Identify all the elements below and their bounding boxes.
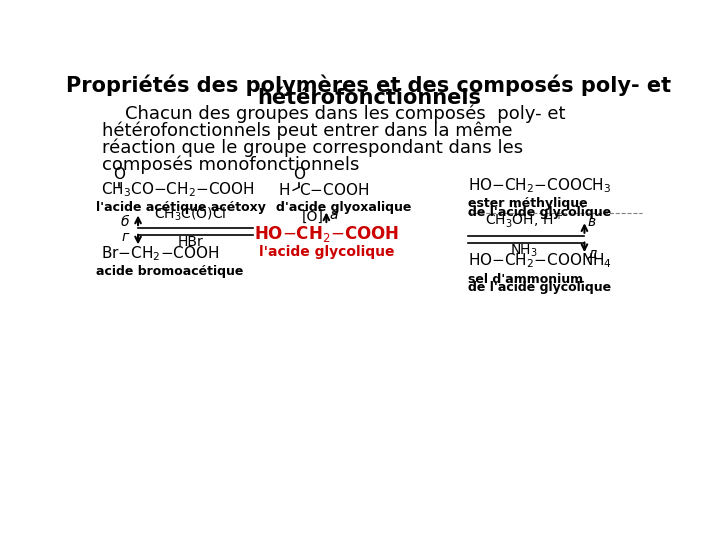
Text: de l'acide glycolique: de l'acide glycolique xyxy=(468,206,611,219)
Text: composés monofonctionnels: composés monofonctionnels xyxy=(102,156,359,174)
Text: l'acide acétique acétoxy: l'acide acétique acétoxy xyxy=(96,201,266,214)
Text: hétérofonctionnels peut entrer dans la même: hétérofonctionnels peut entrer dans la m… xyxy=(102,122,512,140)
Text: O: O xyxy=(114,167,125,182)
Text: a: a xyxy=(330,208,338,222)
Text: NH$_3$: NH$_3$ xyxy=(510,242,538,259)
Text: réaction que le groupe correspondant dans les: réaction que le groupe correspondant dan… xyxy=(102,139,523,157)
Text: d'acide glyoxalique: d'acide glyoxalique xyxy=(276,201,411,214)
Text: [O]: [O] xyxy=(302,210,323,224)
Text: HO$-$CH$_2$$-$COONH$_4$: HO$-$CH$_2$$-$COONH$_4$ xyxy=(468,252,612,271)
Text: CH$_3$CO$-$CH$_2$$-$COOH: CH$_3$CO$-$CH$_2$$-$COOH xyxy=(101,180,255,199)
Text: de l'acide glycolique: de l'acide glycolique xyxy=(468,281,611,294)
Text: HO$-$CH$_2$$-$COOCH$_3$: HO$-$CH$_2$$-$COOCH$_3$ xyxy=(468,177,611,195)
Text: C$-$COOH: C$-$COOH xyxy=(300,181,369,198)
Text: hétérofonctionnels: hétérofonctionnels xyxy=(257,88,481,108)
Text: l'acide glycolique: l'acide glycolique xyxy=(258,245,394,259)
Text: Propriétés des polymères et des composés poly- et: Propriétés des polymères et des composés… xyxy=(66,74,672,96)
Text: в: в xyxy=(588,215,595,229)
Text: acide bromoacétique: acide bromoacétique xyxy=(96,265,243,278)
Text: Br$-$CH$_2$$-$COOH: Br$-$CH$_2$$-$COOH xyxy=(101,244,220,263)
Text: ester méthylique: ester méthylique xyxy=(468,197,588,210)
Text: CH$_3$OH, H$^+$: CH$_3$OH, H$^+$ xyxy=(485,211,563,231)
Text: г: г xyxy=(122,230,129,244)
Text: CH$_3$C(O)Cl: CH$_3$C(O)Cl xyxy=(155,205,227,222)
Text: б: б xyxy=(120,215,129,229)
Text: HBr: HBr xyxy=(178,235,204,249)
Text: Chacun des groupes dans les composés  poly- et: Chacun des groupes dans les composés pol… xyxy=(102,105,565,123)
Text: д: д xyxy=(588,246,597,260)
Text: HO$-$CH$_2$$-$COOH: HO$-$CH$_2$$-$COOH xyxy=(254,224,399,244)
Text: O: O xyxy=(293,167,305,182)
Text: H: H xyxy=(279,183,290,198)
Text: sel d'ammonium: sel d'ammonium xyxy=(468,273,583,286)
